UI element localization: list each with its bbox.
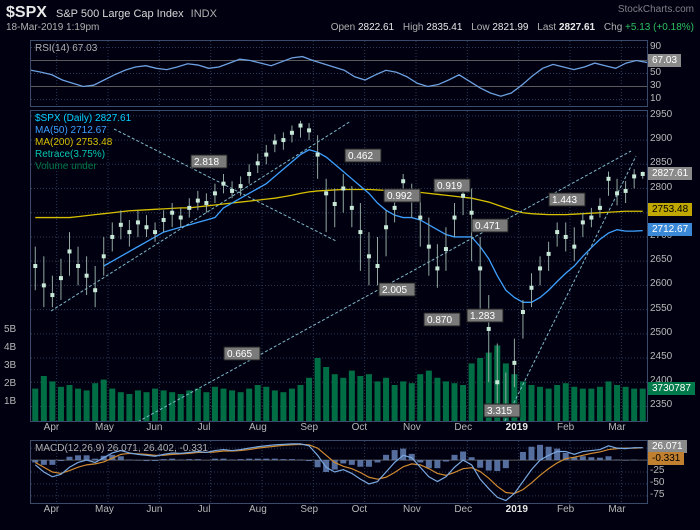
- macd-panel: MACD(12,26,9) 26.071, 26.402, -0.331: [30, 440, 648, 504]
- rsi-legend: RSI(14) 67.03: [35, 43, 97, 54]
- svg-text:0.992: 0.992: [387, 191, 412, 202]
- svg-text:3.315: 3.315: [487, 406, 512, 417]
- svg-text:2.005: 2.005: [382, 285, 407, 296]
- svg-text:0.471: 0.471: [475, 221, 500, 232]
- svg-text:1.283: 1.283: [470, 311, 495, 322]
- ticker-symbol: $SPX: [6, 4, 47, 21]
- macd-legend: MACD(12,26,9) 26.071, 26.402, -0.331: [35, 443, 208, 454]
- svg-text:1.443: 1.443: [552, 195, 577, 206]
- svg-text:0.665: 0.665: [227, 349, 252, 360]
- exchange: INDX: [191, 8, 217, 20]
- svg-text:2.818: 2.818: [194, 157, 219, 168]
- attribution: StockCharts.com: [618, 4, 694, 15]
- svg-text:0.919: 0.919: [437, 181, 462, 192]
- svg-text:0.462: 0.462: [348, 151, 373, 162]
- price-legend: $SPX (Daily) 2827.61 MA(50) 2712.67 MA(2…: [35, 113, 131, 173]
- index-name: S&P 500 Large Cap Index: [56, 8, 184, 20]
- price-panel: 0.7512.8180.6650.4620.9922.0050.9190.870…: [30, 110, 648, 422]
- svg-text:0.870: 0.870: [427, 315, 452, 326]
- stock-chart: $SPX S&P 500 Large Cap Index INDX StockC…: [0, 0, 700, 530]
- chart-header: $SPX S&P 500 Large Cap Index INDX StockC…: [6, 4, 694, 33]
- chart-date: 18-Mar-2019 1:19pm: [6, 22, 99, 33]
- ohlc-readout: Open 2822.61 High 2835.41 Low 2821.99 La…: [331, 22, 694, 33]
- rsi-panel: RSI(14) 67.03: [30, 40, 648, 107]
